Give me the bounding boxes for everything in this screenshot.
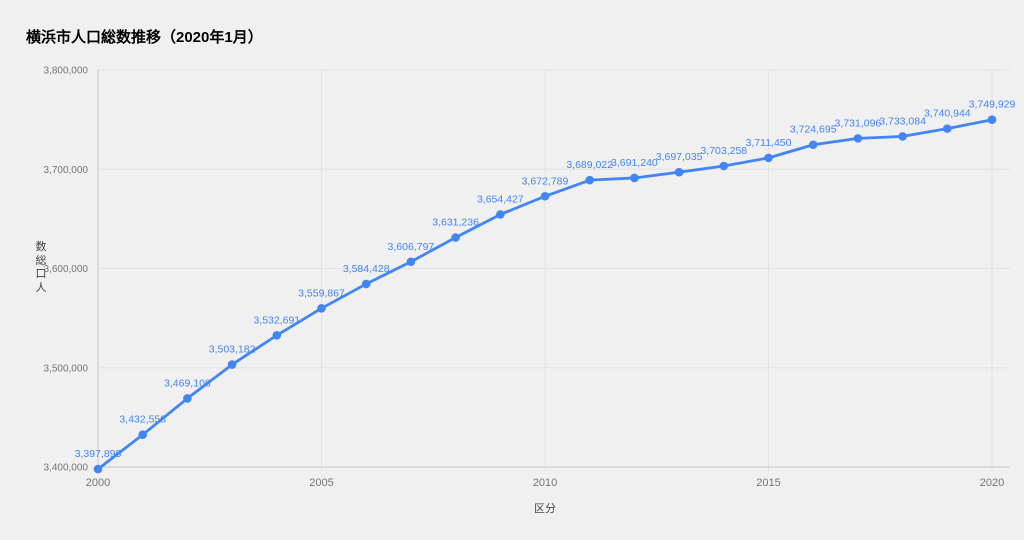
data-point [361,279,371,289]
data-labels: 3,397,895 3,432,558 3,469,108 3,503,182 3,53… [75,99,1016,460]
y-axis-title: 数 総 口 人 [35,241,47,294]
data-point [451,233,460,242]
y-tick-label: 3,500,000 [44,363,89,374]
data-point [540,191,550,201]
x-tick-label: 2005 [309,477,333,489]
data-point [898,132,907,141]
horizontal-gridlines [98,69,1010,468]
data-label: 3,584,428 [343,263,390,275]
data-label: 3,631,236 [432,216,479,228]
data-label: 3,697,035 [656,151,703,163]
data-point [853,134,863,143]
data-point [93,464,103,474]
data-label: 3,469,108 [164,377,211,389]
x-tick-label: 2010 [533,477,557,489]
data-point [183,394,192,403]
data-point [317,304,326,313]
y-tick-label: 3,600,000 [44,264,89,275]
data-label: 3,397,895 [75,448,122,460]
data-point [272,331,282,340]
x-tick-label: 2000 [86,477,110,489]
data-point [630,173,639,183]
data-label: 3,731,096 [835,117,882,129]
data-label: 3,703,258 [700,145,747,157]
data-label: 3,691,240 [611,157,658,169]
data-point [138,430,147,439]
data-label: 3,733,084 [879,115,926,127]
data-label: 3,503,182 [209,344,256,356]
x-axis-title: 区分 [534,503,556,515]
data-label: 3,432,558 [119,414,166,426]
data-label: 3,724,695 [790,124,837,136]
data-point [987,115,997,124]
data-points [93,115,997,474]
x-tick-label: 2020 [980,477,1004,489]
data-point [764,153,773,163]
data-label: 3,559,867 [298,287,345,299]
data-label: 3,532,691 [253,314,300,326]
chart-title: 横浜市人口総数推移（2020年1月） [26,29,263,46]
y-tick-label: 3,400,000 [44,463,89,474]
data-label: 3,740,944 [924,108,971,120]
y-tick-labels: 3,400,000 3,500,000 3,600,000 3,700,000 3,80… [44,66,89,474]
y-tick-label: 3,700,000 [44,165,89,176]
data-label: 3,654,427 [477,193,524,205]
data-point [227,360,237,369]
data-label: 3,711,450 [746,137,792,149]
data-label: 3,606,797 [388,241,435,253]
data-point [943,124,952,133]
data-point [496,210,505,219]
data-point [406,257,416,267]
data-point [585,175,594,185]
data-point [674,167,684,177]
y-tick-label: 3,800,000 [44,66,89,77]
vertical-gridlines [97,70,993,471]
x-tick-labels: 2000 2005 2010 2015 2020 [86,477,1004,489]
data-point [719,161,729,171]
data-point [808,140,818,150]
x-tick-label: 2015 [756,477,780,489]
data-label: 3,689,022 [566,159,613,171]
data-label: 3,672,789 [522,175,569,187]
data-label: 3,749,929 [969,99,1016,111]
